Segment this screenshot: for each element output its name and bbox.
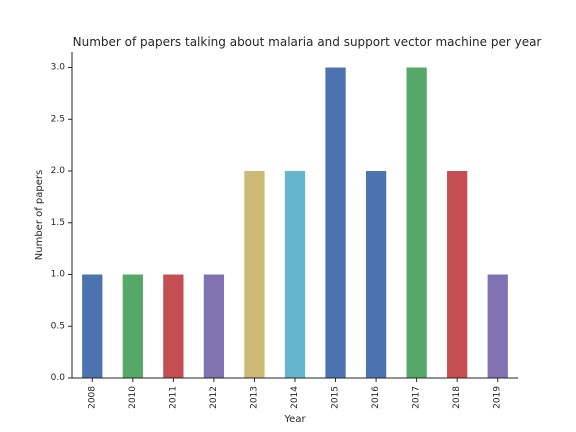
bar-2014: [284, 171, 306, 378]
y-tick-label-3.0: 3.0: [51, 63, 66, 73]
bar-2017: [406, 67, 427, 379]
chart-title: Number of papers talking about malaria a…: [73, 35, 542, 49]
bar-2011: [163, 274, 184, 378]
bar-2018: [447, 171, 468, 378]
bar-2008: [82, 274, 103, 378]
x-tick-label-2016: 2016: [371, 386, 381, 409]
x-tick-label-2011: 2011: [168, 386, 178, 409]
bar-2015: [325, 67, 346, 379]
y-tick-label-0.0: 0.0: [51, 373, 66, 383]
y-tick-label-1.5: 1.5: [51, 218, 65, 228]
y-axis-label: Number of papers: [34, 170, 45, 260]
y-tick-label-1.0: 1.0: [51, 270, 66, 280]
bars: [82, 67, 508, 379]
x-tick-label-2014: 2014: [290, 386, 300, 409]
x-tick-label-2017: 2017: [412, 386, 422, 409]
bar-2019: [487, 274, 508, 378]
y-tick-label-2.0: 2.0: [51, 166, 66, 176]
x-tick-label-2013: 2013: [249, 386, 259, 409]
bar-2010: [122, 274, 143, 378]
x-tick-label-2018: 2018: [452, 386, 462, 409]
x-tick-label-2012: 2012: [209, 386, 219, 409]
x-tick-label-2019: 2019: [493, 386, 503, 409]
x-axis-label: Year: [283, 414, 306, 425]
x-axis-ticks: 2008 2010 2011 2012 2013 2014 2015 2016 2017 2018…: [87, 378, 503, 409]
y-tick-label-0.5: 0.5: [51, 321, 65, 331]
x-tick-label-2010: 2010: [128, 386, 138, 409]
bar-2012: [203, 274, 225, 378]
x-tick-label-2015: 2015: [331, 386, 341, 409]
bar-2016: [365, 171, 387, 378]
bar-2013: [244, 171, 265, 378]
y-tick-label-2.5: 2.5: [51, 114, 65, 124]
x-tick-label-2008: 2008: [87, 386, 97, 409]
y-axis-ticks: 0.0 0.5 1.0 1.5 2.0 2.5 3.0: [51, 63, 72, 383]
